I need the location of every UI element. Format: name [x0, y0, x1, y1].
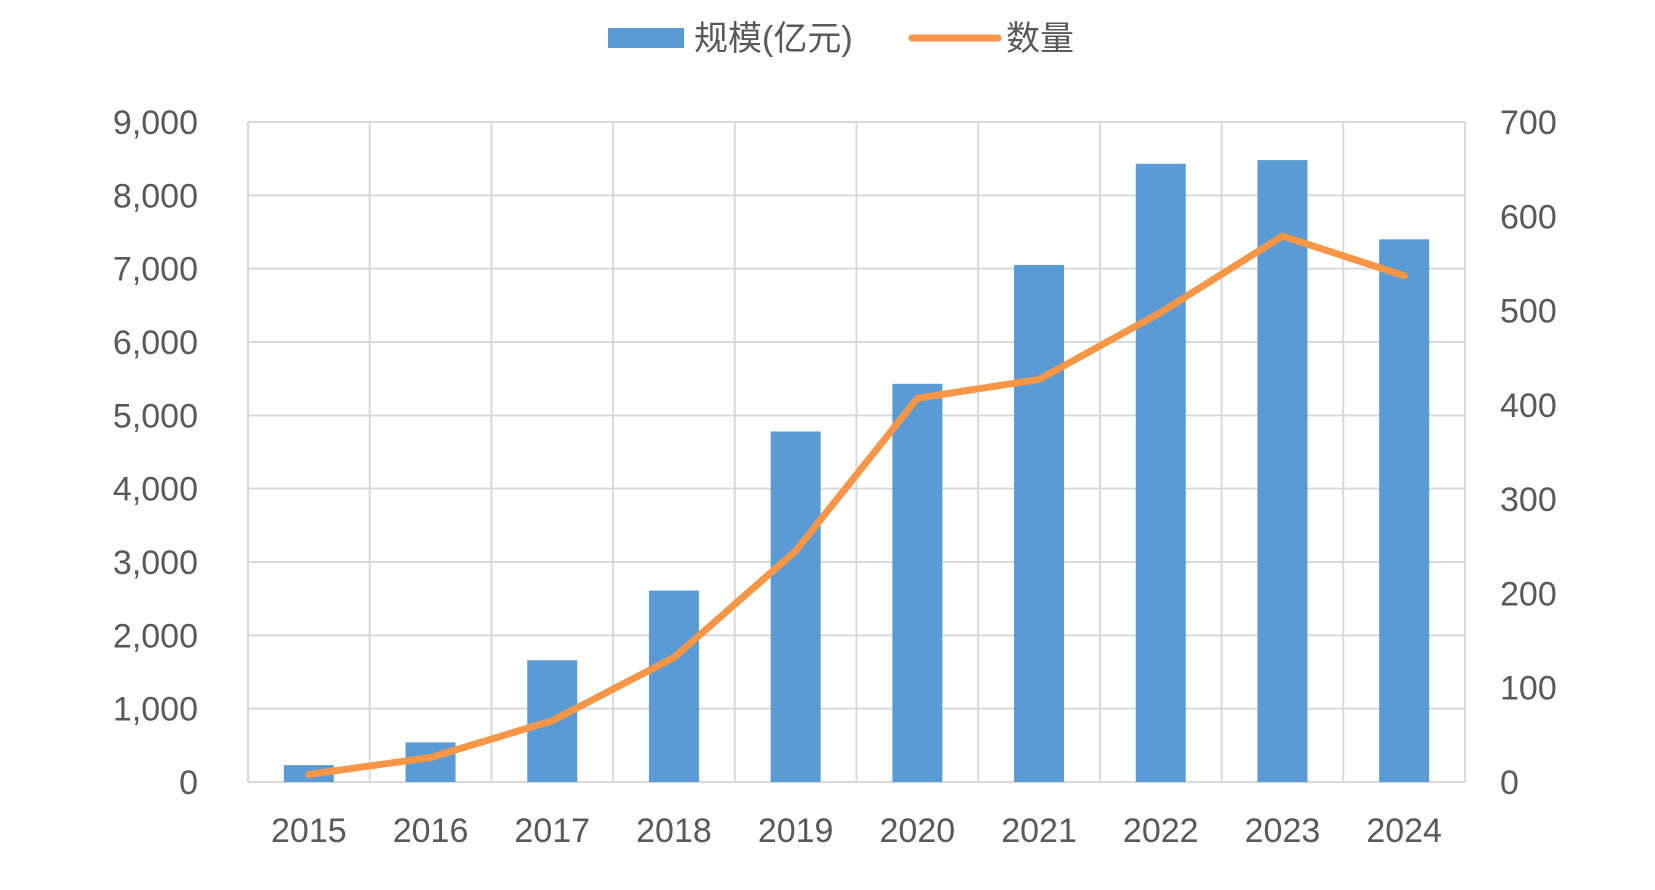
left-axis-tick-label: 2,000 — [113, 617, 198, 655]
line-series-count — [305, 232, 1408, 778]
bar-2022 — [1135, 163, 1186, 783]
right-axis-tick-label: 0 — [1500, 764, 1519, 802]
right-axis-tick-label: 500 — [1500, 293, 1557, 331]
x-axis-tick-label: 2022 — [1123, 812, 1199, 850]
bar-2019 — [770, 431, 821, 782]
legend-label-bar: 规模(亿元) — [694, 20, 853, 58]
x-axis-tick-label: 2015 — [271, 812, 347, 850]
right-axis-tick-label: 200 — [1500, 575, 1557, 613]
left-axis-tick-label: 9,000 — [113, 104, 198, 142]
right-axis-tick-label: 300 — [1500, 481, 1557, 519]
x-axis-tick-label: 2016 — [393, 812, 469, 850]
x-axis-tick-label: 2018 — [636, 812, 712, 850]
left-axis-tick-label: 5,000 — [113, 397, 198, 435]
legend-label-line: 数量 — [1006, 20, 1074, 58]
left-axis-tick-label: 8,000 — [113, 177, 198, 215]
left-axis-tick-label: 7,000 — [113, 251, 198, 289]
right-axis-tick-label: 600 — [1500, 198, 1557, 236]
bar-2021 — [1014, 265, 1065, 782]
left-axis-tick-label: 3,000 — [113, 544, 198, 582]
right-axis-tick-label: 400 — [1500, 387, 1557, 425]
legend: 规模(亿元) 数量 — [608, 20, 1074, 58]
x-axis-tick-label: 2024 — [1366, 812, 1442, 850]
legend-swatch-bar — [608, 28, 684, 48]
plot-area: 0 1,000 2,000 3,000 4,000 5,000 6,000 7,000 8,00… — [113, 104, 1557, 850]
left-axis-tick-label: 1,000 — [113, 691, 198, 729]
right-axis-tick-label: 700 — [1500, 104, 1557, 142]
x-axis-tick-label: 2023 — [1245, 812, 1321, 850]
left-axis-tick-label: 0 — [179, 764, 198, 802]
bar-2024 — [1379, 239, 1430, 783]
x-axis-tick-label: 2020 — [880, 812, 956, 850]
bar-2020 — [892, 383, 943, 782]
bar-2023 — [1257, 160, 1308, 783]
left-axis-tick-label: 6,000 — [113, 324, 198, 362]
left-axis-tick-label: 4,000 — [113, 471, 198, 509]
bar-2018 — [648, 590, 699, 782]
right-axis-tick-label: 100 — [1500, 670, 1557, 708]
x-axis-tick-label: 2021 — [1001, 812, 1077, 850]
x-axis-tick-label: 2017 — [514, 812, 590, 850]
x-axis-tick-label: 2019 — [758, 812, 834, 850]
